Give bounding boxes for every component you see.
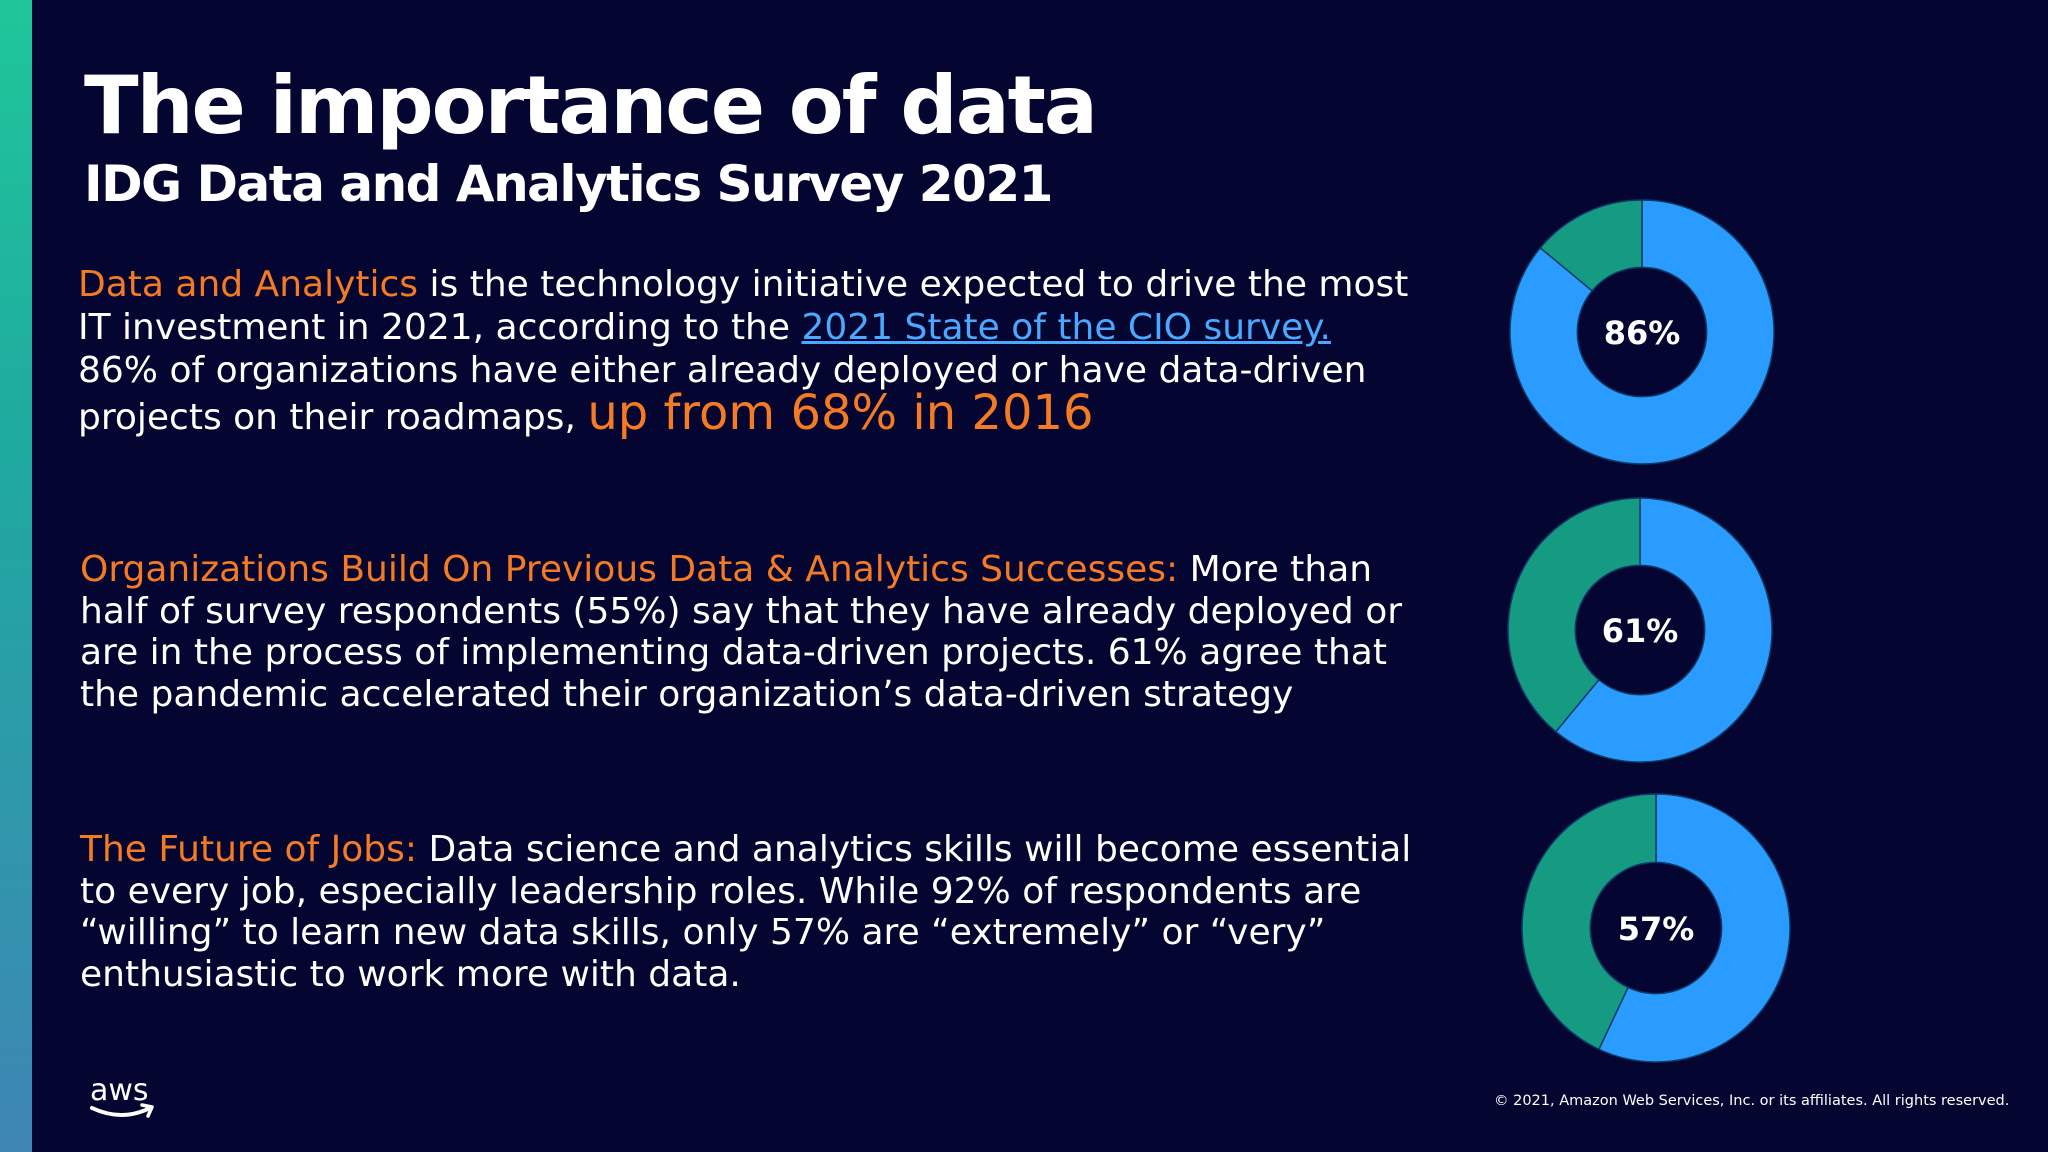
donut-chart-61: 61% [1507, 497, 1773, 763]
aws-arrow-icon [140, 1103, 154, 1118]
page-subtitle: IDG Data and Analytics Survey 2021 [84, 155, 1053, 213]
donut-chart-57: 57% [1521, 793, 1791, 1063]
donut-slices [1521, 793, 1791, 1063]
page-title: The importance of data [84, 59, 1098, 152]
donut-center-label: 57% [1618, 910, 1695, 948]
paragraph-future-of-jobs: The Future of Jobs: Data science and ana… [80, 829, 1420, 995]
highlight-future-of-jobs: The Future of Jobs: [80, 829, 418, 870]
donut-center-label: 61% [1602, 612, 1679, 650]
copyright-notice: © 2021, Amazon Web Services, Inc. or its… [1494, 1093, 2010, 1109]
highlight-data-analytics: Data and Analytics [78, 264, 419, 305]
donut-slice-remainder [1507, 497, 1641, 733]
donut-center-label: 86% [1604, 314, 1681, 352]
cio-survey-link[interactable]: 2021 State of the CIO survey. [801, 307, 1331, 348]
donut-slice-remainder [1521, 793, 1657, 1051]
highlight-up-from-2016: up from 68% in 2016 [587, 385, 1094, 441]
paragraph-text: 86% of organizations have either already… [78, 350, 1367, 438]
paragraph-text: is the technology initiative expected to… [78, 264, 1409, 348]
donut-slices [1507, 497, 1773, 763]
donut-slices [1509, 199, 1775, 465]
accent-bar [0, 0, 32, 1152]
paragraph-text: Data science and analytics skills will b… [80, 829, 1412, 995]
aws-logo: aws [90, 1073, 154, 1118]
paragraph-text: More than half of survey respondents (55… [80, 549, 1403, 715]
paragraph-cio-survey: Data and Analytics is the technology ini… [78, 263, 1418, 439]
donut-slice-primary [1509, 199, 1775, 465]
aws-logo-text: aws [90, 1073, 149, 1108]
aws-smile-icon [90, 1106, 152, 1117]
donut-slice-remainder [1539, 199, 1643, 292]
paragraph-previous-successes: Organizations Build On Previous Data & A… [80, 549, 1420, 715]
highlight-previous-successes: Organizations Build On Previous Data & A… [80, 549, 1179, 590]
donut-slice-primary [1597, 793, 1791, 1063]
donut-chart-86: 86% [1509, 199, 1775, 465]
donut-slice-primary [1554, 497, 1773, 763]
